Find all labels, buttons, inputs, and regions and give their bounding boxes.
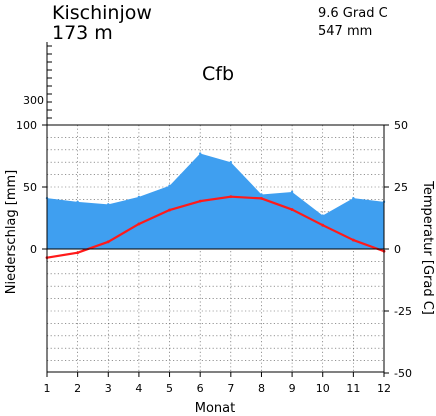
x-tick-label: 1 (44, 382, 51, 395)
temperature-point (229, 195, 233, 199)
chart-title: Cfb (202, 63, 234, 85)
precipitation-point (290, 190, 294, 194)
temperature-point (106, 240, 110, 244)
temperature-line (46, 195, 385, 259)
temperature-point (198, 199, 202, 203)
precipitation-point (107, 203, 110, 206)
x-tick-label: 4 (135, 382, 142, 395)
precipitation-point (137, 195, 141, 199)
left-tick-label: 50 (23, 181, 37, 194)
annual-precipitation: 547 mm (318, 24, 372, 39)
x-tick-label: 5 (166, 382, 173, 395)
precipitation-point (198, 152, 202, 155)
precipitation-area (47, 153, 384, 249)
temperature-point (260, 197, 263, 200)
temperature-point (137, 222, 141, 226)
x-tick-label: 8 (258, 382, 265, 395)
precipitation-series (45, 152, 386, 249)
precipitation-point (76, 200, 79, 204)
temperature-point (168, 208, 171, 212)
right-tick-label: 0 (394, 243, 401, 256)
right-tick-label: 25 (394, 181, 408, 194)
precipitation-point (229, 161, 233, 164)
x-tick-label: 11 (346, 382, 360, 395)
station-elevation: 173 m (52, 22, 113, 44)
right-tick-label: 50 (394, 119, 408, 132)
x-tick-label: 7 (227, 382, 234, 395)
x-axis-title: Monat (195, 401, 235, 416)
precipitation-point (352, 196, 355, 200)
right-axis-title: Temperatur [Grad C] (420, 180, 435, 315)
precipitation-point (260, 193, 263, 196)
axes (42, 42, 389, 377)
temperature-point (76, 251, 80, 255)
mean-temperature: 9.6 Grad C (318, 6, 388, 21)
right-tick-label: -50 (394, 367, 412, 380)
right-tick-label: -25 (394, 305, 412, 318)
temperature-point (290, 208, 294, 211)
x-tick-label: 10 (316, 382, 330, 395)
temperature-point (321, 223, 325, 227)
left-tick-label: 0 (30, 243, 37, 256)
x-tick-label: 9 (289, 382, 296, 395)
temperature-series (45, 195, 386, 260)
x-tick-label: 3 (105, 382, 112, 395)
left-tick-label: 100 (16, 119, 37, 132)
x-tick-label: 2 (74, 382, 81, 395)
precipitation-point (321, 214, 324, 217)
x-tick-label: 6 (197, 382, 204, 395)
temperature-point (351, 238, 355, 242)
left-axis-title: Niederschlag [mm] (4, 170, 19, 295)
left-tick-label: 300 (23, 94, 44, 107)
station-name: Kischinjow (52, 2, 152, 24)
x-tick-label: 12 (377, 382, 391, 395)
precipitation-point (168, 184, 171, 187)
